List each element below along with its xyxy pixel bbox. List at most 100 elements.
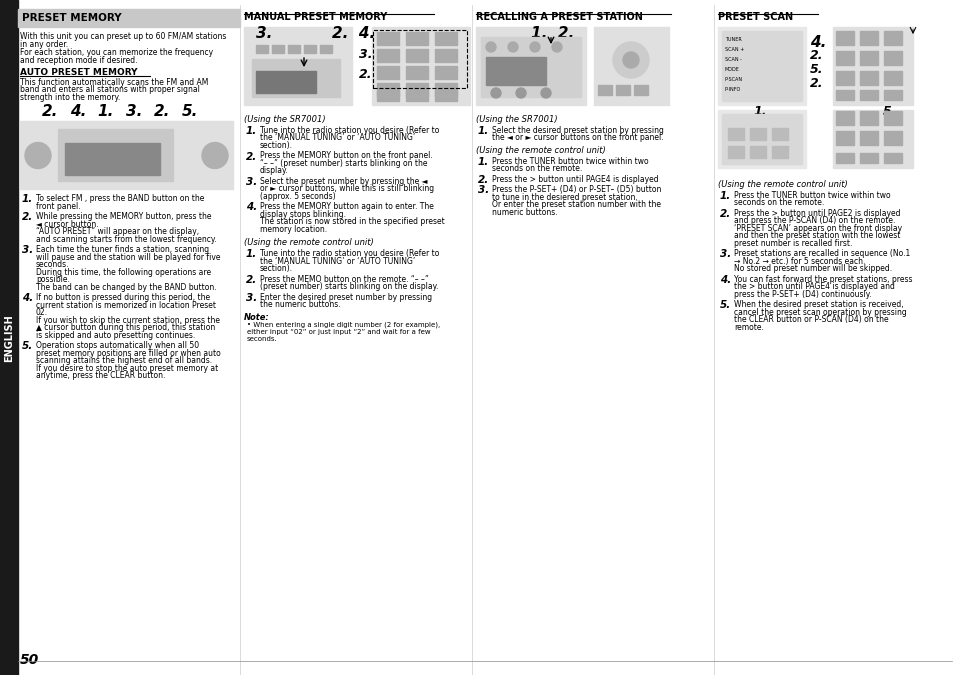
Bar — [634, 85, 647, 95]
Text: Tune into the radio station you desire (Refer to: Tune into the radio station you desire (… — [260, 126, 439, 135]
Circle shape — [491, 88, 500, 98]
Text: section).: section). — [260, 265, 293, 273]
Text: Press the TUNER button twice within two: Press the TUNER button twice within two — [733, 191, 890, 200]
Bar — [0, 0, 18, 675]
Text: display.: display. — [260, 167, 289, 176]
Text: Press the MEMORY button on the front panel.: Press the MEMORY button on the front pan… — [260, 151, 433, 161]
Bar — [771, 146, 787, 158]
Text: (Using the remote control unit): (Using the remote control unit) — [718, 180, 847, 189]
Text: The band can be changed by the BAND button.: The band can be changed by the BAND butt… — [36, 283, 216, 292]
Bar — [255, 71, 315, 93]
Text: Preset stations are recalled in sequence (No.1: Preset stations are recalled in sequence… — [733, 250, 909, 259]
Bar — [252, 59, 339, 97]
Text: SCAN -: SCAN - — [724, 57, 741, 62]
Text: the ‘MANUAL TUNING’ or ‘AUTO TUNING’: the ‘MANUAL TUNING’ or ‘AUTO TUNING’ — [260, 134, 415, 142]
Text: the ‘MANUAL TUNING’ or ‘AUTO TUNING’: the ‘MANUAL TUNING’ or ‘AUTO TUNING’ — [260, 257, 415, 266]
Text: seconds.: seconds. — [247, 336, 277, 342]
Circle shape — [622, 52, 639, 68]
Text: MODE: MODE — [724, 67, 740, 72]
Text: 3.: 3. — [246, 293, 257, 303]
Text: cancel the preset scan operation by pressing: cancel the preset scan operation by pres… — [733, 308, 905, 317]
Text: 2.: 2. — [153, 105, 170, 119]
Text: or ► cursor buttons, while this is still blinking: or ► cursor buttons, while this is still… — [260, 184, 434, 194]
Text: front panel.: front panel. — [36, 202, 81, 211]
Text: When the desired preset station is received,: When the desired preset station is recei… — [733, 300, 902, 310]
Text: 5.: 5. — [809, 63, 822, 76]
Text: RECALLING A PRESET STATION: RECALLING A PRESET STATION — [476, 12, 642, 22]
Text: and then the preset station with the lowest: and then the preset station with the low… — [733, 232, 900, 240]
Text: MANUAL PRESET MEMORY: MANUAL PRESET MEMORY — [244, 12, 387, 22]
Text: ◄ cursor button.: ◄ cursor button. — [36, 220, 98, 229]
Text: 1.: 1. — [246, 250, 257, 259]
Bar — [835, 131, 853, 145]
Bar — [832, 27, 912, 105]
Text: 5.: 5. — [22, 342, 33, 352]
Text: Press the P-SET+ (D4) or P-SET– (D5) button: Press the P-SET+ (D4) or P-SET– (D5) but… — [492, 186, 660, 194]
Text: Press the > button until PAGE2 is displayed: Press the > button until PAGE2 is displa… — [733, 209, 900, 218]
Text: 3.: 3. — [477, 186, 489, 196]
Text: 2.: 2. — [809, 77, 822, 90]
Bar — [58, 130, 172, 182]
Text: 5.: 5. — [182, 105, 198, 119]
Bar — [376, 32, 398, 45]
Text: (approx. 5 seconds): (approx. 5 seconds) — [260, 192, 335, 201]
Text: 4.: 4. — [809, 35, 825, 50]
Text: During this time, the following operations are: During this time, the following operatio… — [36, 268, 211, 277]
Text: Press the TUNER button twice within two: Press the TUNER button twice within two — [492, 157, 648, 166]
Bar — [20, 122, 233, 190]
Bar — [376, 91, 398, 101]
Bar — [718, 110, 805, 168]
Text: seconds on the remote.: seconds on the remote. — [733, 198, 823, 207]
Text: “AUTO PRESET” will appear on the display,: “AUTO PRESET” will appear on the display… — [36, 227, 199, 236]
Text: 3.: 3. — [246, 177, 257, 187]
Circle shape — [552, 42, 561, 52]
Bar — [883, 90, 901, 100]
Text: preset number is recalled first.: preset number is recalled first. — [733, 239, 851, 248]
Circle shape — [540, 88, 551, 98]
Text: AUTO PRESET MEMORY: AUTO PRESET MEMORY — [20, 68, 137, 77]
Bar — [598, 85, 612, 95]
Text: 1.: 1. — [752, 105, 765, 118]
Bar — [435, 66, 456, 79]
Text: anytime, press the CLEAR button.: anytime, press the CLEAR button. — [36, 371, 165, 381]
Bar — [18, 9, 240, 27]
Bar — [476, 27, 585, 105]
Bar — [244, 27, 352, 105]
Text: section).: section). — [260, 141, 293, 150]
Text: 2.: 2. — [477, 175, 489, 185]
Bar — [771, 128, 787, 140]
Bar — [727, 146, 743, 158]
Text: 1.: 1. — [22, 194, 33, 205]
Text: 2.: 2. — [720, 209, 731, 219]
Bar — [859, 31, 877, 45]
Bar — [718, 27, 805, 105]
Bar — [435, 83, 456, 96]
Bar — [883, 153, 901, 163]
Text: 02.: 02. — [36, 308, 48, 317]
Bar — [835, 51, 853, 65]
Text: Press the MEMORY button again to enter. The: Press the MEMORY button again to enter. … — [260, 202, 434, 211]
Bar — [435, 49, 456, 62]
Text: (Using the SR7001): (Using the SR7001) — [244, 115, 325, 124]
Text: ENGLISH: ENGLISH — [4, 314, 14, 362]
Text: Or enter the preset station number with the: Or enter the preset station number with … — [492, 200, 660, 209]
Text: preset memory positions are filled or when auto: preset memory positions are filled or wh… — [36, 349, 220, 358]
Bar — [749, 146, 765, 158]
Bar — [376, 83, 398, 96]
Text: either input “02” or just input “2” and wait for a few: either input “02” or just input “2” and … — [247, 329, 430, 335]
Text: 5.: 5. — [882, 105, 896, 118]
Bar — [883, 71, 901, 85]
Bar — [406, 91, 428, 101]
Text: 2.: 2. — [246, 275, 257, 285]
Bar — [749, 128, 765, 140]
Text: display stops blinking.: display stops blinking. — [260, 210, 346, 219]
Text: 5.: 5. — [720, 300, 731, 310]
Text: → No.2 → etc.) for 5 seconds each.: → No.2 → etc.) for 5 seconds each. — [733, 257, 864, 266]
Text: current station is memorized in location Preset: current station is memorized in location… — [36, 301, 215, 310]
Text: 2.: 2. — [22, 213, 33, 223]
Text: You can fast forward the preset stations, press: You can fast forward the preset stations… — [733, 275, 911, 284]
Bar — [65, 144, 160, 176]
Bar — [485, 57, 545, 85]
Text: Select the desired preset station by pressing: Select the desired preset station by pre… — [492, 126, 663, 135]
Text: seconds.: seconds. — [36, 261, 70, 269]
